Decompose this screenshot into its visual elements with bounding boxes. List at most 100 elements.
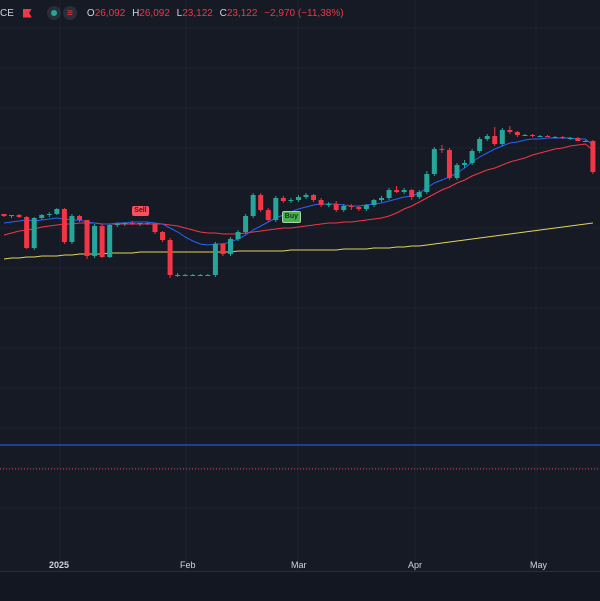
candle-body <box>326 204 332 205</box>
candle-body <box>537 136 543 137</box>
candle-body <box>424 174 430 192</box>
candle-body <box>567 138 573 139</box>
candle-body <box>552 137 558 138</box>
candle-body <box>69 216 75 242</box>
candle-body <box>333 204 339 210</box>
candle-body <box>212 244 218 275</box>
candle-body <box>386 190 392 198</box>
candle-body <box>160 232 166 240</box>
candle-body <box>303 195 309 197</box>
candle-body <box>152 224 158 232</box>
candle-body <box>560 137 566 138</box>
candle-body <box>431 149 437 174</box>
candle-body <box>446 150 452 178</box>
candle-body <box>77 216 82 220</box>
ohlc-values: O26,092 H26,092 L23,122 C23,122 −2,970 (… <box>87 8 348 19</box>
candle-body <box>197 275 203 276</box>
candle-body <box>92 226 98 256</box>
candle-body <box>499 130 505 144</box>
candle-body <box>9 215 15 216</box>
candle-body <box>311 195 317 200</box>
candle-body <box>409 190 415 197</box>
open-key: O <box>86 7 95 19</box>
change-value: −2,970 (−11,38%) <box>264 7 344 19</box>
candle-body <box>137 223 143 224</box>
candle-body <box>514 132 520 135</box>
candle-body <box>545 136 551 137</box>
candle-body <box>575 138 581 141</box>
candle-body <box>416 192 422 197</box>
candle-body <box>24 217 30 248</box>
candle-body <box>39 215 45 218</box>
x-axis-label-apr: Apr <box>408 560 423 570</box>
sell-signal-label: Sell <box>131 206 149 216</box>
price-chart[interactable] <box>0 0 600 571</box>
close-value: 23,122 <box>226 7 258 19</box>
candle-body <box>348 206 354 207</box>
candle-body <box>84 220 90 256</box>
candle-body <box>235 232 241 239</box>
candle-body <box>190 275 196 276</box>
eye-icon[interactable] <box>46 6 61 20</box>
high-key: H <box>132 7 140 19</box>
candle-body <box>16 215 22 217</box>
candle-body <box>129 223 135 224</box>
candle-body <box>401 190 407 192</box>
candle-body <box>371 200 377 205</box>
candle-body <box>462 163 468 165</box>
candle-body <box>273 198 279 220</box>
candle-body <box>54 209 60 214</box>
candle-body <box>265 210 271 220</box>
candle-body <box>228 239 233 254</box>
chart-legend: CE ≡ O26,092 H26,092 L23,122 C23,122 −2,… <box>0 4 348 22</box>
candle-body <box>288 200 294 201</box>
candle-body <box>122 223 128 224</box>
candle-body <box>175 275 181 276</box>
x-axis-label-feb: Feb <box>180 560 196 570</box>
candle-body <box>114 224 120 225</box>
close-key: C <box>219 7 227 19</box>
x-axis-label-2025: 2025 <box>49 560 70 570</box>
candle-body <box>530 135 535 136</box>
candle-body <box>46 214 52 215</box>
candle-body <box>280 198 286 201</box>
candle-body <box>477 139 483 151</box>
candle-body <box>341 206 347 210</box>
candle-body <box>522 135 528 136</box>
candle-body <box>492 136 498 144</box>
candle-body <box>484 136 490 139</box>
candle-body <box>61 209 67 242</box>
bottom-toolbar <box>0 571 600 601</box>
high-value: 26,092 <box>139 7 170 19</box>
candle-body <box>363 205 369 209</box>
candle-body <box>379 198 384 200</box>
candle-body <box>394 190 400 192</box>
candle-body <box>144 223 150 224</box>
candle-body <box>182 275 188 276</box>
x-axis-label-mar: Mar <box>291 560 307 570</box>
candle-body <box>318 200 324 205</box>
candle-body <box>590 141 596 172</box>
candle-body <box>107 225 113 257</box>
flag-icon[interactable] <box>22 8 33 19</box>
candle-body <box>582 141 588 142</box>
x-axis-label-may: May <box>530 560 548 570</box>
candle-body <box>469 151 475 163</box>
buy-signal-label: Buy <box>281 211 301 223</box>
candle-body <box>250 195 256 216</box>
candle-body <box>205 275 211 276</box>
candle-body <box>454 165 460 178</box>
low-value: 23,122 <box>182 7 213 19</box>
candle-body <box>243 216 249 232</box>
candle-body <box>507 130 513 132</box>
candle-body <box>220 244 226 254</box>
menu-icon[interactable]: ≡ <box>62 6 77 20</box>
low-key: L <box>176 7 183 19</box>
candle-body <box>167 240 173 275</box>
symbol-suffix: CE <box>0 7 14 19</box>
candle-body <box>258 195 264 210</box>
candle-body <box>439 149 445 150</box>
candle-body <box>356 207 362 209</box>
open-value: 26,092 <box>94 7 126 19</box>
candle-body <box>99 226 105 257</box>
